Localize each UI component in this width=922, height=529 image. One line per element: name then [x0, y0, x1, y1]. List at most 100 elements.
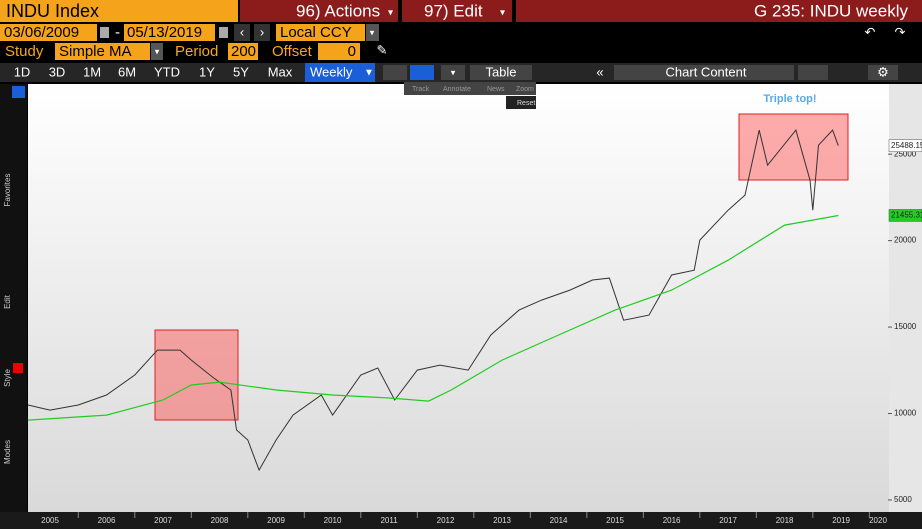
- price-line: [27, 129, 839, 472]
- x-tick-label: 2006: [98, 516, 116, 525]
- x-tick-label: 2005: [41, 516, 59, 525]
- highlight-box[interactable]: [738, 113, 849, 181]
- period-button[interactable]: Max: [268, 64, 293, 79]
- chart-type-dropdown[interactable]: [441, 65, 465, 80]
- security-field[interactable]: [0, 0, 238, 22]
- caret: ▾: [370, 27, 375, 37]
- x-tick-label: 2013: [493, 516, 511, 525]
- x-tick-label: 2008: [211, 516, 229, 525]
- plot-area: [28, 84, 889, 512]
- edit-chart-button[interactable]: [798, 65, 828, 80]
- period-button[interactable]: 1M: [83, 64, 101, 79]
- y-axis-area: [889, 84, 922, 512]
- calendar-icon[interactable]: [219, 27, 228, 38]
- x-tick-label: 2015: [606, 516, 624, 525]
- highlight-box[interactable]: [154, 329, 239, 421]
- currency-field[interactable]: [276, 24, 365, 41]
- date-separator: -: [115, 24, 120, 41]
- mini-tool[interactable]: Track: [412, 86, 430, 93]
- last-value-label: 25488.15: [891, 141, 922, 150]
- moving-average-line: [27, 214, 839, 421]
- study-field[interactable]: [55, 43, 150, 60]
- mini-tool[interactable]: Zoom: [516, 86, 534, 93]
- frequency: Weekly: [310, 64, 353, 79]
- y-tick-label: 15000: [894, 322, 917, 331]
- end-date: 05/13/2019: [127, 24, 202, 41]
- pointer-tool[interactable]: [12, 86, 25, 98]
- offset-label: Offset: [272, 43, 313, 60]
- chart-content-button[interactable]: [614, 65, 794, 80]
- period-button[interactable]: 6M: [118, 64, 136, 79]
- x-tick-label: 2014: [550, 516, 568, 525]
- prev-icon: ‹: [240, 24, 244, 39]
- next-button[interactable]: [254, 24, 270, 41]
- mini-toolbar: [404, 82, 536, 95]
- start-date: 03/06/2009: [4, 24, 79, 41]
- caret: ▾: [500, 8, 505, 19]
- currency: Local CCY: [280, 24, 352, 41]
- frequency-button[interactable]: [305, 63, 375, 82]
- period-field[interactable]: [228, 43, 258, 60]
- reset-button[interactable]: [506, 96, 536, 109]
- bar-chart-button[interactable]: [410, 65, 434, 80]
- x-tick-label: 2017: [719, 516, 737, 525]
- period-button[interactable]: 5Y: [233, 64, 249, 79]
- caret: ▼: [364, 68, 374, 79]
- currency-dropdown[interactable]: [366, 24, 379, 41]
- settings-icon: ⚙: [877, 64, 889, 79]
- sidebar-section: Edit: [3, 294, 12, 309]
- prev-button[interactable]: [234, 24, 250, 41]
- sidebar: [0, 84, 27, 512]
- x-tick-label: 2007: [154, 516, 172, 525]
- sidebar-section: Modes: [3, 440, 12, 464]
- title-bar: [516, 0, 922, 22]
- y-tick-label: 10000: [894, 409, 917, 418]
- pen-icon[interactable]: ✎: [377, 42, 388, 57]
- sidebar-section: Favorites: [3, 174, 12, 207]
- x-tick-label: 2018: [776, 516, 794, 525]
- y-tick-label: 20000: [894, 236, 917, 245]
- period-label: Period: [175, 43, 218, 60]
- line-chart-button[interactable]: [383, 65, 407, 80]
- x-tick-label: 2020: [869, 516, 887, 525]
- period-button[interactable]: 1Y: [199, 64, 215, 79]
- caret: ▾: [388, 8, 393, 19]
- mini-tool[interactable]: Annotate: [443, 86, 471, 93]
- undo-icon[interactable]: ↶: [865, 24, 876, 39]
- table-button[interactable]: [470, 65, 532, 80]
- x-tick-label: 2011: [380, 516, 398, 525]
- y-tick-label: 25000: [894, 149, 917, 158]
- table-label: Table: [485, 64, 516, 79]
- x-tick-label: 2010: [324, 516, 342, 525]
- collapse-icon[interactable]: «: [596, 64, 603, 79]
- period-button[interactable]: YTD: [154, 64, 180, 79]
- last-value-tag: [888, 139, 922, 152]
- offset-value: 0: [348, 43, 356, 60]
- period-button[interactable]: 3D: [49, 64, 66, 79]
- redo-icon[interactable]: ↷: [895, 24, 906, 39]
- period-value: 200: [231, 43, 256, 60]
- period-button[interactable]: 1D: [14, 64, 31, 79]
- annotation: Triple top!: [763, 93, 816, 105]
- x-tick-label: 2009: [267, 516, 285, 525]
- caret: ▾: [155, 46, 160, 56]
- x-axis-area: [0, 512, 922, 529]
- calendar-icon[interactable]: [100, 27, 109, 38]
- x-tick-label: 2019: [832, 516, 850, 525]
- mini-tool[interactable]: News: [487, 86, 505, 93]
- edit-menu[interactable]: [402, 0, 512, 22]
- offset-field[interactable]: [318, 43, 360, 60]
- color-tool[interactable]: [13, 363, 23, 373]
- next-icon: ›: [260, 24, 264, 39]
- last-value-label: 21455.31: [891, 211, 922, 220]
- window-title: G 235: INDU weekly: [754, 1, 908, 20]
- sidebar-section: Style: [3, 369, 12, 387]
- security: INDU Index: [6, 1, 99, 21]
- end-date-field[interactable]: [124, 24, 215, 41]
- start-date-field[interactable]: [0, 24, 97, 41]
- settings-button[interactable]: [868, 65, 898, 80]
- study-dropdown[interactable]: [151, 43, 163, 60]
- actions-menu[interactable]: [240, 0, 398, 22]
- last-value-tag: [888, 209, 922, 222]
